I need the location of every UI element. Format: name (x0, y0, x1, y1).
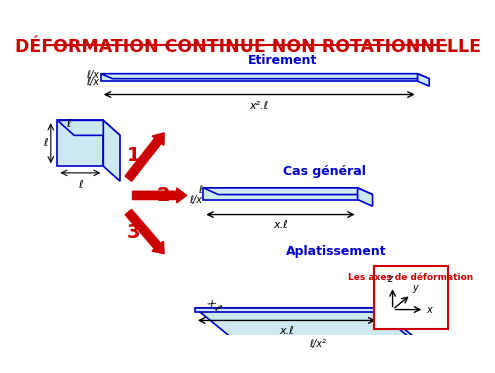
Polygon shape (418, 74, 429, 86)
Text: ℓ/x: ℓ/x (86, 77, 99, 87)
Polygon shape (101, 74, 429, 79)
Text: x².ℓ: x².ℓ (249, 101, 269, 111)
Text: ℓ/x²: ℓ/x² (310, 339, 327, 349)
FancyArrow shape (125, 133, 164, 181)
Text: DÉFORMATION CONTINUE NON ROTATIONNELLE: DÉFORMATION CONTINUE NON ROTATIONNELLE (14, 38, 481, 56)
Polygon shape (101, 74, 418, 81)
FancyArrow shape (133, 188, 187, 203)
Polygon shape (378, 308, 424, 350)
Polygon shape (57, 120, 120, 135)
Text: x.ℓ: x.ℓ (279, 326, 294, 336)
Polygon shape (195, 308, 378, 312)
Text: x.ℓ: x.ℓ (273, 220, 288, 231)
Polygon shape (203, 188, 357, 200)
Text: Cas général: Cas général (283, 164, 366, 178)
Text: ℓ/x: ℓ/x (189, 195, 201, 206)
Polygon shape (57, 120, 103, 166)
Text: ℓ/x: ℓ/x (86, 70, 99, 80)
Text: Etirement: Etirement (248, 54, 317, 67)
Text: ℓ: ℓ (198, 185, 201, 195)
Polygon shape (357, 188, 373, 206)
Text: Les axes de déformation: Les axes de déformation (348, 273, 474, 282)
Text: ℓ: ℓ (66, 119, 70, 129)
Text: ℓ: ℓ (78, 179, 83, 189)
Text: 3: 3 (127, 223, 141, 242)
Polygon shape (195, 308, 424, 345)
Text: ℓ: ℓ (43, 138, 48, 148)
Polygon shape (103, 120, 120, 181)
Polygon shape (203, 188, 373, 195)
Text: z: z (388, 274, 393, 284)
Text: x: x (426, 305, 432, 314)
Text: 2: 2 (157, 186, 171, 205)
Text: Aplatissement: Aplatissement (287, 245, 387, 258)
FancyArrow shape (125, 209, 164, 254)
Text: 1: 1 (127, 146, 141, 165)
Text: y: y (412, 283, 418, 293)
FancyBboxPatch shape (374, 266, 447, 329)
Text: x.ℓ: x.ℓ (205, 297, 223, 314)
